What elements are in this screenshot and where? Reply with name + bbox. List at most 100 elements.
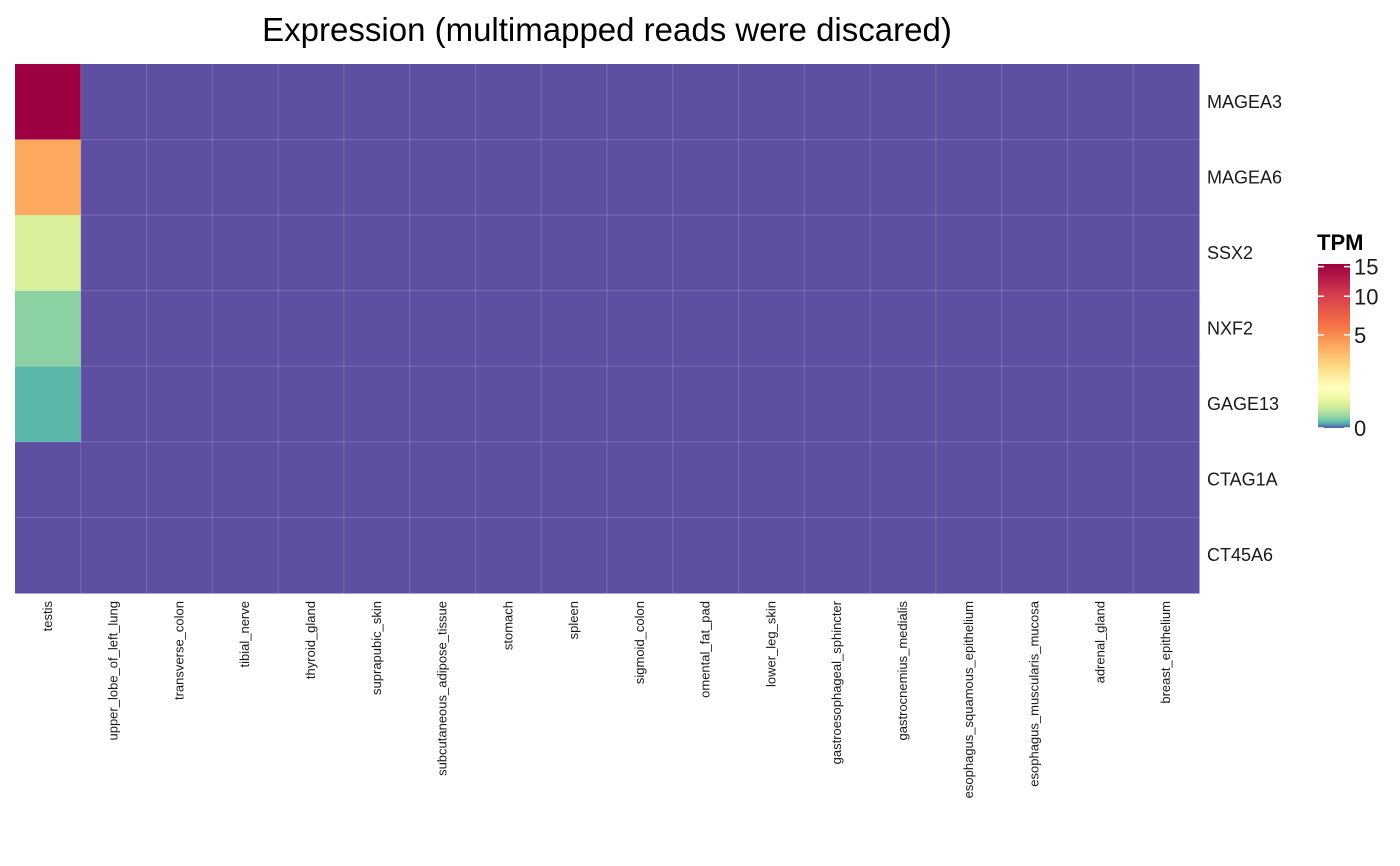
- heatmap-cell: [541, 139, 608, 216]
- heatmap-cell: [607, 366, 674, 443]
- heatmap-cell: [409, 441, 476, 518]
- y-tick-label: CT45A6: [1207, 545, 1273, 565]
- heatmap-cell: [80, 64, 148, 141]
- heatmap-cell: [1001, 517, 1068, 594]
- heatmap-cell: [146, 441, 213, 518]
- x-tick-label: stomach: [500, 601, 515, 650]
- heatmap-cell: [738, 441, 805, 518]
- heatmap-cell: [15, 441, 82, 518]
- heatmap-cell: [409, 290, 476, 367]
- x-tick-label: spleen: [566, 601, 581, 639]
- legend-tick-label: 15: [1354, 255, 1378, 280]
- heatmap-cell: [475, 290, 542, 367]
- x-tick-label: thyroid_gland: [303, 601, 318, 679]
- heatmap-cell: [343, 366, 411, 443]
- heatmap-cell: [672, 517, 740, 594]
- heatmap-cell: [1133, 441, 1200, 518]
- y-tick-label: MAGEA6: [1207, 167, 1282, 187]
- heatmap-cell: [278, 517, 345, 594]
- heatmap-cell: [15, 290, 82, 367]
- heatmap-cell: [1133, 215, 1200, 292]
- heatmap-cell: [343, 215, 411, 292]
- heatmap-cell: [541, 215, 608, 292]
- heatmap-cell: [1001, 139, 1068, 216]
- heatmap-cell: [80, 366, 148, 443]
- heatmap-cell: [409, 139, 476, 216]
- heatmap-cell: [607, 441, 674, 518]
- heatmap-cell: [607, 64, 674, 141]
- heatmap-cell: [541, 517, 608, 594]
- heatmap-cell: [475, 517, 542, 594]
- heatmap-cell: [278, 366, 345, 443]
- x-tick-label: adrenal_gland: [1092, 601, 1107, 683]
- heatmap-cell: [475, 441, 542, 518]
- y-tick-label: CTAG1A: [1207, 470, 1278, 490]
- heatmap-cell: [409, 64, 476, 141]
- heatmap-cell: [409, 215, 476, 292]
- heatmap-cell: [541, 366, 608, 443]
- heatmap-cell: [1133, 139, 1200, 216]
- heatmap-cell: [1067, 215, 1134, 292]
- heatmap-cell: [1133, 517, 1200, 594]
- heatmap-cell: [935, 441, 1003, 518]
- heatmap-cell: [1001, 441, 1068, 518]
- x-tick-label: subcutaneous_adipose_tissue: [435, 601, 450, 776]
- heatmap-cell: [1067, 64, 1134, 141]
- x-tick-label: tibial_nerve: [237, 601, 252, 668]
- chart-title: Expression (multimapped reads were disca…: [262, 11, 952, 48]
- heatmap-cell: [738, 64, 805, 141]
- heatmap-cell: [1133, 366, 1200, 443]
- heatmap-cell: [1001, 366, 1068, 443]
- heatmap-cell: [935, 366, 1003, 443]
- heatmap-cell: [212, 139, 279, 216]
- heatmap-cell: [1133, 290, 1200, 367]
- heatmap-cell: [738, 517, 805, 594]
- y-tick-label: GAGE13: [1207, 394, 1279, 414]
- heatmap-cell: [935, 64, 1003, 141]
- heatmap-cell: [870, 517, 937, 594]
- legend-title: TPM: [1317, 230, 1363, 255]
- legend-tick-label: 5: [1354, 323, 1366, 348]
- heatmap-cell: [672, 441, 740, 518]
- heatmap-cell: [475, 139, 542, 216]
- heatmap-cell: [15, 139, 82, 216]
- x-tick-label: omental_fat_pad: [698, 601, 713, 698]
- y-tick-label: SSX2: [1207, 243, 1253, 263]
- heatmap-cell: [146, 139, 213, 216]
- heatmap-cell: [15, 64, 82, 141]
- color-legend: TPM 0 5 10 15: [1317, 230, 1378, 441]
- heatmap-cell: [80, 517, 148, 594]
- legend-colorbar: [1318, 264, 1350, 428]
- y-tick-label: MAGEA3: [1207, 92, 1282, 112]
- heatmap-cell: [278, 290, 345, 367]
- heatmap-cell: [870, 215, 937, 292]
- heatmap-cell: [278, 64, 345, 141]
- heatmap-cell: [80, 441, 148, 518]
- heatmap-cell: [343, 139, 411, 216]
- x-tick-label: gastroesophageal_sphincter: [829, 600, 844, 764]
- legend-ticks: 0 5 10 15: [1318, 255, 1378, 441]
- heatmap-cell: [1133, 64, 1200, 141]
- heatmap-cell: [409, 366, 476, 443]
- heatmap-cell: [80, 290, 148, 367]
- heatmap-cell: [409, 517, 476, 594]
- heatmap-cell: [1067, 517, 1134, 594]
- heatmap-cell: [607, 215, 674, 292]
- heatmap-cell: [672, 215, 740, 292]
- heatmap-cell: [212, 215, 279, 292]
- heatmap-cell: [278, 139, 345, 216]
- heatmap-cell: [475, 64, 542, 141]
- heatmap-cell: [1067, 366, 1134, 443]
- x-tick-label: suprapubic_skin: [369, 601, 384, 695]
- heatmap-cell: [146, 366, 213, 443]
- heatmap-cell: [146, 215, 213, 292]
- heatmap-cell: [935, 290, 1003, 367]
- heatmap-cell: [212, 64, 279, 141]
- heatmap-cell: [146, 517, 213, 594]
- heatmap-cell: [146, 290, 213, 367]
- heatmap-cell: [607, 139, 674, 216]
- heatmap-cell: [1001, 64, 1068, 141]
- y-axis-tick-labels: MAGEA3 MAGEA6 SSX2 NXF2 GAGE13 CTAG1A CT45A6: [1207, 92, 1282, 565]
- heatmap-cell: [804, 517, 871, 594]
- heatmap-cell: [935, 517, 1003, 594]
